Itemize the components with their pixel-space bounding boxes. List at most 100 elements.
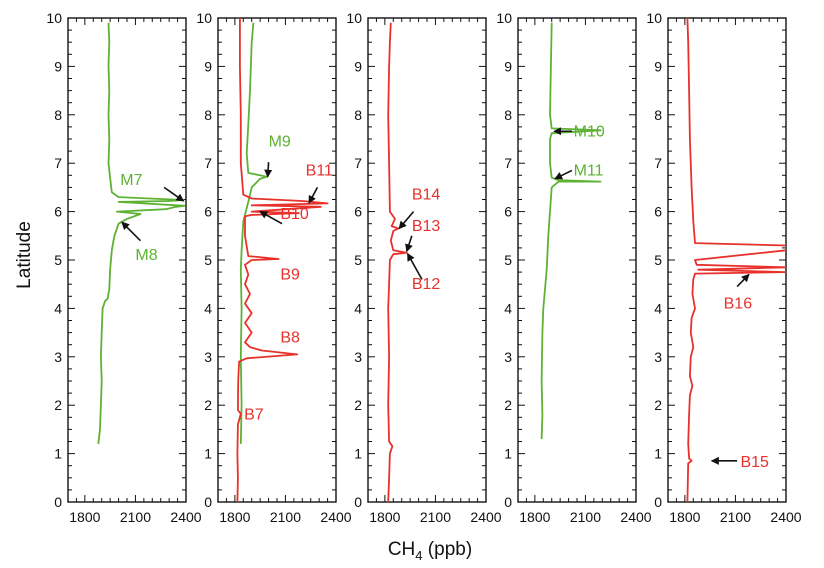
y-tick-label: 2 xyxy=(504,397,512,413)
y-tick-label: 3 xyxy=(54,349,62,365)
red-series-line xyxy=(686,18,786,502)
y-tick-label: 5 xyxy=(504,252,512,268)
y-tick-label: 2 xyxy=(654,397,662,413)
y-tick-label: 8 xyxy=(204,107,212,123)
annotation-label-b12: B12 xyxy=(412,276,441,293)
annotation-arrow-b10 xyxy=(259,210,283,225)
y-tick-label: 4 xyxy=(354,300,362,316)
annotation-label-m7: M7 xyxy=(120,172,142,189)
annotation-label-b9: B9 xyxy=(280,266,300,283)
green-series-line xyxy=(239,22,268,444)
y-tick-label: 7 xyxy=(354,155,362,171)
annotation-arrow-m7 xyxy=(163,186,185,202)
annotation-label-b10: B10 xyxy=(280,206,309,223)
y-tick-label: 0 xyxy=(654,494,662,510)
y-tick-label: 0 xyxy=(204,494,212,510)
annotation-label-b8: B8 xyxy=(280,329,300,346)
annotation-label-m9: M9 xyxy=(269,133,291,150)
annotation-label-b14: B14 xyxy=(412,187,441,204)
x-axis-title-unit: (ppb) xyxy=(423,539,473,560)
annotation-label-b11: B11 xyxy=(306,162,333,179)
annotation-label-m10: M10 xyxy=(574,124,605,141)
y-tick-label: 10 xyxy=(196,10,212,26)
x-tick-label: 2100 xyxy=(420,509,451,525)
annotation-arrow-b11 xyxy=(308,187,319,204)
y-tick-label: 2 xyxy=(54,397,62,413)
y-tick-label: 1 xyxy=(504,446,512,462)
annotation-arrow-m8 xyxy=(121,221,142,242)
y-tick-label: 6 xyxy=(204,204,212,220)
y-tick-label: 10 xyxy=(646,10,662,26)
y-tick-label: 1 xyxy=(654,446,662,462)
y-tick-label: 5 xyxy=(354,252,362,268)
panel-frame xyxy=(367,17,487,503)
y-tick-label: 9 xyxy=(204,58,212,74)
x-tick-label: 2400 xyxy=(320,509,351,525)
y-tick-label: 9 xyxy=(654,58,662,74)
x-axis-title-main: CH xyxy=(388,539,415,560)
y-tick-label: 1 xyxy=(204,446,212,462)
x-tick-label: 1800 xyxy=(669,509,700,525)
green-series-line xyxy=(540,22,602,440)
y-tick-label: 3 xyxy=(204,349,212,365)
annotation-label-b16: B16 xyxy=(724,295,753,312)
panel-3: 0 1 2 3 4 5 6 7 8 9 10 1800 2100 2400 B14 B13 B12 xyxy=(346,10,501,525)
green-series-line xyxy=(97,22,186,445)
y-tick-label: 6 xyxy=(354,204,362,220)
y-tick-label: 2 xyxy=(204,397,212,413)
y-tick-label: 7 xyxy=(504,155,512,171)
y-tick-label: 7 xyxy=(54,155,62,171)
y-tick-label: 0 xyxy=(54,494,62,510)
x-tick-label: 2400 xyxy=(470,509,501,525)
y-tick-label: 0 xyxy=(354,494,362,510)
x-tick-label: 2400 xyxy=(620,509,651,525)
y-tick-label: 2 xyxy=(354,397,362,413)
x-tick-label: 2100 xyxy=(570,509,601,525)
annotation-label-m8: M8 xyxy=(135,247,157,264)
y-tick-label: 9 xyxy=(54,58,62,74)
y-tick-label: 3 xyxy=(354,349,362,365)
annotation-arrow-b14 xyxy=(398,211,415,230)
panel-5: 0 1 2 3 4 5 6 7 8 9 10 1800 2100 2400 B16 B15 xyxy=(646,10,801,525)
x-tick-label: 2400 xyxy=(770,509,801,525)
y-tick-label: 4 xyxy=(504,300,512,316)
annotation-arrow-m9 xyxy=(264,162,273,178)
y-tick-label: 7 xyxy=(204,155,212,171)
red-series-line xyxy=(387,22,408,502)
annotation-label-m11: M11 xyxy=(574,162,604,179)
y-tick-label: 6 xyxy=(654,204,662,220)
y-axis-title: Latitude xyxy=(14,221,35,289)
y-tick-label: 10 xyxy=(496,10,512,26)
y-tick-label: 4 xyxy=(654,300,662,316)
annotation-arrow-b13 xyxy=(405,235,413,253)
x-tick-label: 2100 xyxy=(120,509,151,525)
y-tick-label: 3 xyxy=(504,349,512,365)
y-tick-label: 5 xyxy=(654,252,662,268)
y-tick-label: 10 xyxy=(346,10,362,26)
y-tick-label: 0 xyxy=(504,494,512,510)
y-tick-label: 5 xyxy=(54,252,62,268)
y-tick-label: 6 xyxy=(54,204,62,220)
x-tick-label: 1800 xyxy=(69,509,100,525)
y-tick-label: 8 xyxy=(354,107,362,123)
y-tick-label: 4 xyxy=(54,300,62,316)
y-tick-label: 1 xyxy=(354,446,362,462)
y-tick-label: 1 xyxy=(54,446,62,462)
y-tick-label: 5 xyxy=(204,252,212,268)
annotation-label-b15: B15 xyxy=(740,454,769,471)
y-tick-label: 6 xyxy=(504,204,512,220)
red-series-line xyxy=(236,18,329,502)
x-tick-label: 1800 xyxy=(219,509,250,525)
panel-frame xyxy=(67,17,187,503)
x-tick-label: 1800 xyxy=(369,509,400,525)
x-tick-label: 2100 xyxy=(720,509,751,525)
panel-frame xyxy=(517,17,637,503)
panel-2: 0 1 2 3 4 5 6 7 8 9 10 1800 2100 2400 M9 B11 B10 B9 B8 B7 xyxy=(196,10,351,525)
panel-frame xyxy=(667,17,787,503)
x-axis-title: CH4 (ppb) xyxy=(388,539,472,563)
y-tick-label: 8 xyxy=(54,107,62,123)
annotation-arrow-b12 xyxy=(406,252,423,280)
y-tick-label: 9 xyxy=(504,58,512,74)
x-tick-label: 2100 xyxy=(270,509,301,525)
